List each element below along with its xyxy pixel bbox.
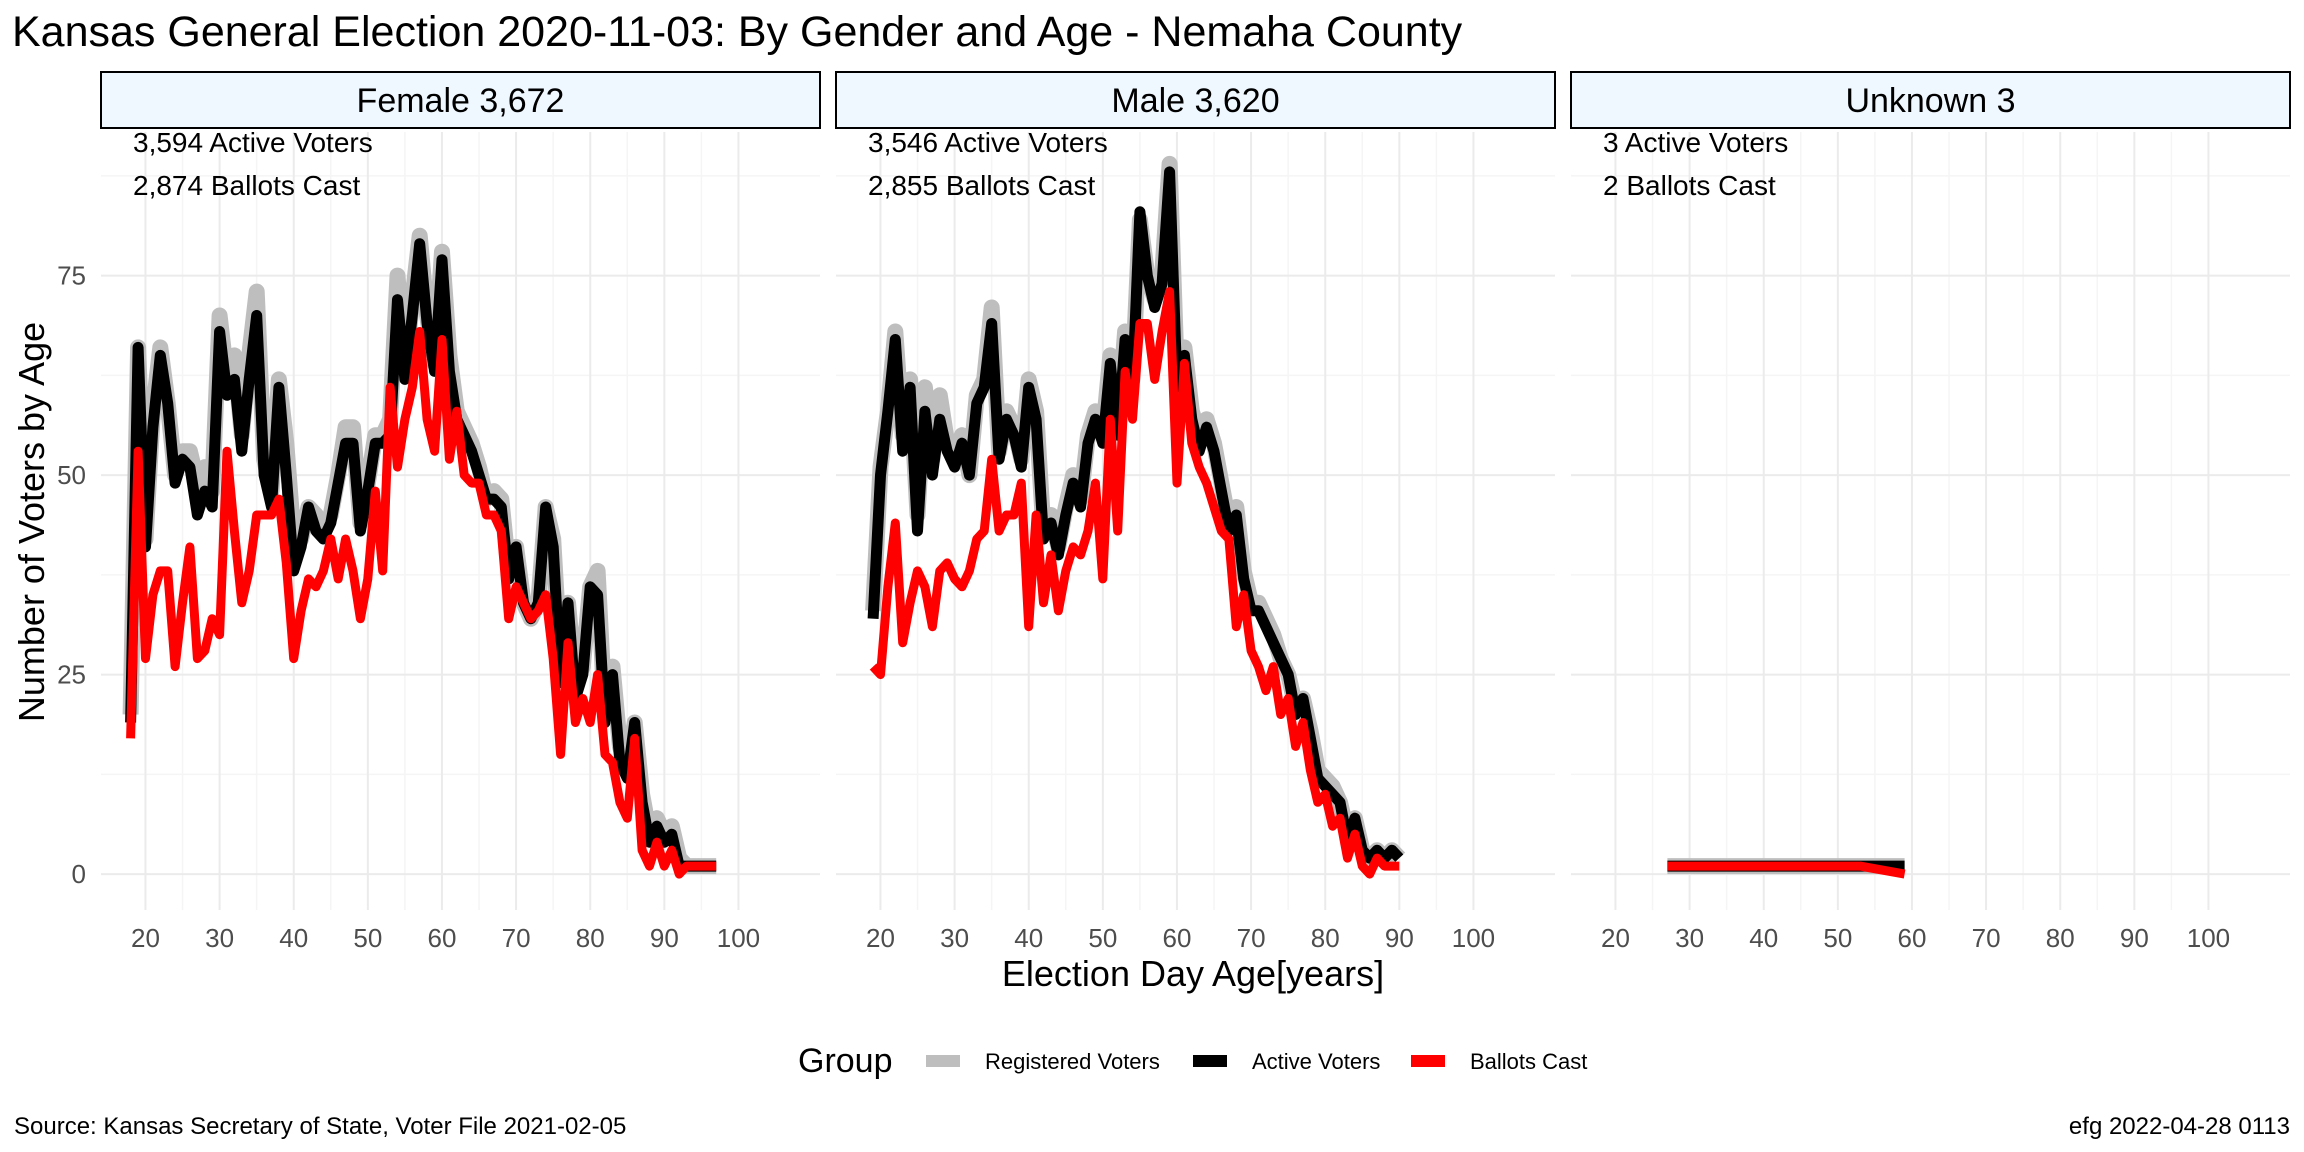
- series-line-ballots-cast: [869, 287, 1400, 879]
- x-tick-label: 40: [1749, 923, 1778, 953]
- legend-label-registered-voters: Registered Voters: [985, 1049, 1160, 1074]
- legend-label-ballots-cast: Ballots Cast: [1470, 1049, 1587, 1074]
- facet-strip: [1570, 71, 2291, 129]
- series-line-active-voters: [867, 166, 1404, 864]
- x-tick-label: 100: [1452, 923, 1495, 953]
- x-tick-label: 20: [1601, 923, 1630, 953]
- chart-title: Kansas General Election 2020-11-03: By G…: [12, 8, 1463, 56]
- x-tick-label: 60: [1163, 923, 1192, 953]
- x-tick-label: 100: [2187, 923, 2230, 953]
- series-line-active-voters: [125, 238, 717, 872]
- legend: Group Registered Voters Active Voters Ball…: [798, 1042, 1587, 1080]
- x-tick-label: 80: [1311, 923, 1340, 953]
- x-tick-label: 70: [1972, 923, 2001, 953]
- panel-annotation: 2,855 Ballots Cast: [868, 170, 1095, 201]
- facet-panels: Female 3,672 3,594 Active Voters 2,874 Bal…: [57, 71, 2291, 953]
- facet-strip-label: Unknown 3: [1845, 82, 2015, 120]
- series-line-ballots-cast: [126, 327, 717, 879]
- x-tick-label: 40: [279, 923, 308, 953]
- x-tick-label: 20: [131, 923, 160, 953]
- facet-strip-label: Male 3,620: [1111, 82, 1279, 120]
- y-tick-label: 75: [57, 261, 86, 291]
- x-tick-label: 30: [1675, 923, 1704, 953]
- y-tick-label: 25: [57, 660, 86, 690]
- facet-strip-label: Female 3,672: [357, 82, 565, 120]
- x-tick-label: 80: [576, 923, 605, 953]
- legend-label-active-voters: Active Voters: [1252, 1049, 1380, 1074]
- facet-strip: [835, 71, 1556, 129]
- panel-female: Female 3,672 3,594 Active Voters 2,874 Bal…: [57, 71, 821, 953]
- x-tick-label: 50: [1823, 923, 1852, 953]
- panel-annotation: 3 Active Voters: [1603, 127, 1788, 158]
- x-axis-title: Election Day Age[years]: [1002, 953, 1384, 994]
- x-tick-label: 50: [353, 923, 382, 953]
- x-tick-label: 100: [717, 923, 760, 953]
- source-caption: Source: Kansas Secretary of State, Voter…: [14, 1113, 626, 1140]
- series-line-ballots-cast: [1667, 861, 1906, 879]
- y-axis-title: Number of Voters by Age: [11, 322, 52, 722]
- facet-strip: [100, 71, 821, 129]
- panel-annotation: 2 Ballots Cast: [1603, 170, 1776, 201]
- x-tick-label: 60: [428, 923, 457, 953]
- x-tick-label: 80: [2046, 923, 2075, 953]
- x-tick-label: 70: [1237, 923, 1266, 953]
- x-tick-label: 90: [1385, 923, 1414, 953]
- y-tick-label: 0: [72, 859, 86, 889]
- x-tick-label: 50: [1088, 923, 1117, 953]
- x-tick-label: 90: [2120, 923, 2149, 953]
- x-tick-label: 30: [940, 923, 969, 953]
- x-tick-label: 20: [866, 923, 895, 953]
- date-caption: efg 2022-04-28 0113: [2069, 1113, 2290, 1140]
- panel-annotation: 2,874 Ballots Cast: [133, 170, 360, 201]
- x-tick-label: 40: [1014, 923, 1043, 953]
- y-tick-label: 50: [57, 460, 86, 490]
- panel-unknown: Unknown 3 3 Active Voters 2 Ballots Cast 20…: [1570, 71, 2291, 953]
- x-tick-label: 70: [502, 923, 531, 953]
- panel-annotation: 3,546 Active Voters: [868, 127, 1108, 158]
- x-tick-label: 30: [205, 923, 234, 953]
- x-tick-label: 90: [650, 923, 679, 953]
- legend-title: Group: [798, 1042, 893, 1080]
- panel-annotation: 3,594 Active Voters: [133, 127, 373, 158]
- x-tick-label: 60: [1898, 923, 1927, 953]
